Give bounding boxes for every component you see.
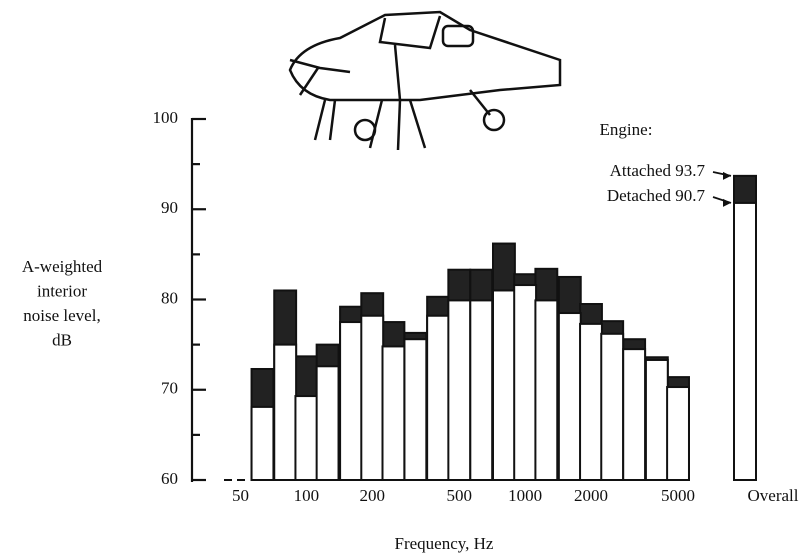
x-tick-label: 1000 — [508, 486, 542, 505]
bar — [492, 289, 516, 481]
annotation-name: Attached — [610, 161, 672, 180]
bar — [579, 322, 603, 481]
bar — [381, 345, 406, 481]
annotation-name: Detached — [607, 186, 672, 205]
annotation: Detached 90.7 — [607, 186, 706, 205]
bar — [315, 365, 340, 481]
x-tick-label: 50 — [232, 486, 249, 505]
bar — [426, 314, 451, 481]
bar — [469, 299, 494, 481]
bar — [360, 314, 385, 481]
annotation-arrowhead — [723, 171, 731, 180]
annotation: Attached 93.7 — [610, 161, 706, 180]
annotation-value: 90.7 — [675, 186, 705, 205]
y-axis-label: interior — [37, 281, 87, 300]
legend-title: Engine: — [600, 120, 653, 139]
y-tick-label: 90 — [161, 198, 178, 217]
overall-label: Overall — [748, 486, 799, 505]
y-tick-label: 70 — [161, 379, 178, 398]
bar — [403, 338, 428, 481]
bar — [294, 395, 319, 482]
y-axis-label: dB — [52, 330, 72, 349]
overall-bar — [733, 201, 757, 481]
bar — [339, 321, 363, 481]
bar — [534, 299, 559, 481]
bar — [600, 332, 625, 482]
bar — [273, 343, 298, 481]
y-tick-label: 80 — [161, 288, 178, 307]
bar — [666, 386, 690, 482]
x-tick-label: 200 — [359, 486, 385, 505]
airplane-illustration — [288, 10, 562, 151]
bar — [557, 312, 582, 481]
x-tick-label: 2000 — [574, 486, 608, 505]
annotation-value: 93.7 — [675, 161, 705, 180]
bar — [622, 348, 647, 482]
bar — [447, 299, 472, 481]
x-tick-label: 5000 — [661, 486, 695, 505]
annotation-arrowhead — [723, 198, 731, 207]
y-axis-label: A-weighted — [22, 257, 103, 276]
bar — [250, 405, 275, 481]
x-tick-label: 100 — [294, 486, 320, 505]
x-tick-label: 500 — [447, 486, 473, 505]
x-axis-label: Frequency, Hz — [395, 534, 494, 553]
bar — [644, 358, 669, 481]
y-tick-label: 60 — [161, 469, 178, 488]
bar — [513, 284, 538, 481]
y-axis-label: noise level, — [23, 306, 100, 325]
y-tick-label: 100 — [153, 108, 179, 127]
